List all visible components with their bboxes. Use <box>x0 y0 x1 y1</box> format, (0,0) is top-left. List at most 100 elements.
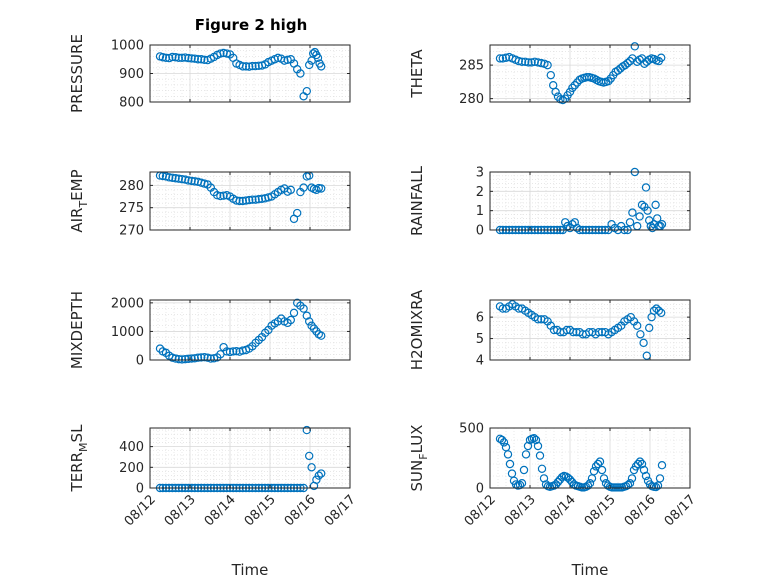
figure-title: Figure 2 high <box>195 16 308 34</box>
data-point <box>171 174 180 183</box>
data-point <box>177 174 187 184</box>
data-point <box>533 315 543 324</box>
data-point <box>317 184 326 193</box>
data-point <box>232 346 241 356</box>
data-point <box>286 315 295 325</box>
subplot-1: 800 900 1000 PRESSURE <box>68 34 351 113</box>
data-point <box>652 304 661 313</box>
axes-box <box>489 171 691 231</box>
data-point <box>193 353 203 362</box>
data-point <box>312 475 321 484</box>
data-point <box>206 354 215 363</box>
data-point <box>603 481 613 490</box>
subplot-5: 0 1000 2000 MIXDEPTH <box>68 291 351 369</box>
data-point <box>317 331 326 340</box>
x-axis-label: Time <box>231 561 269 579</box>
data-series <box>495 42 666 105</box>
data-point <box>222 347 231 356</box>
data-point <box>557 473 567 482</box>
data-point <box>625 479 635 488</box>
y-tick-label: 3 <box>476 166 484 181</box>
data-point <box>651 482 661 492</box>
data-point <box>531 435 541 445</box>
data-point <box>498 54 507 63</box>
data-point <box>177 355 187 364</box>
data-point <box>171 53 180 62</box>
x-tick-label: 08/17 <box>322 492 359 529</box>
data-point <box>651 200 660 210</box>
data-point <box>257 194 267 203</box>
data-point <box>317 469 326 478</box>
y-tick-label: 280 <box>459 92 484 107</box>
data-point <box>184 354 193 364</box>
data-point <box>222 49 231 58</box>
y-axis-label: AIRTEMP <box>68 169 90 232</box>
data-point <box>636 330 645 339</box>
axes-box <box>489 44 691 103</box>
y-tick-label: 800 <box>119 96 144 111</box>
data-point <box>519 465 529 475</box>
data-point <box>155 344 165 353</box>
data-point <box>235 196 244 206</box>
data-point <box>495 54 505 63</box>
subplot-4: 0 1 2 3 RAINFALL <box>408 165 691 239</box>
data-point <box>305 60 314 70</box>
data-point <box>241 62 251 71</box>
data-point <box>654 306 664 315</box>
data-point <box>313 53 323 63</box>
data-point <box>643 206 652 215</box>
x-tick-label: 08/15 <box>582 492 619 529</box>
data-series <box>495 434 667 492</box>
data-point <box>174 53 183 63</box>
data-point <box>244 62 254 71</box>
y-tick-label: 900 <box>119 67 144 82</box>
y-tick-label: 1000 <box>111 325 144 340</box>
data-point <box>196 353 206 362</box>
data-point <box>505 459 515 469</box>
data-point <box>655 474 665 483</box>
data-point <box>597 465 607 475</box>
data-point <box>573 223 582 233</box>
data-point <box>219 191 228 200</box>
data-series <box>155 171 326 224</box>
plot-area <box>490 428 690 488</box>
y-tick-label: 4 <box>476 354 484 369</box>
data-point <box>524 58 533 67</box>
grid-lines <box>149 300 351 361</box>
data-point <box>657 308 666 318</box>
data-point <box>583 481 593 490</box>
y-tick-label: 2000 <box>111 296 144 311</box>
data-point <box>533 58 543 67</box>
data-point <box>497 435 507 445</box>
data-point <box>517 57 527 66</box>
data-point <box>190 354 199 363</box>
data-point <box>593 459 603 469</box>
data-point <box>543 60 552 70</box>
data-point <box>317 62 326 71</box>
data-point <box>637 200 647 210</box>
data-point <box>639 465 649 475</box>
data-point <box>635 457 645 466</box>
data-point <box>184 53 193 63</box>
data-point <box>158 53 167 62</box>
data-point <box>180 53 190 62</box>
data-point <box>209 354 219 363</box>
data-point <box>283 55 292 65</box>
data-point <box>515 480 525 490</box>
data-point <box>635 212 644 221</box>
data-point <box>296 69 305 78</box>
data-point <box>645 323 654 333</box>
subplot-3: 270 275 280 AIRTEMP <box>68 169 351 239</box>
data-point <box>657 461 667 470</box>
data-point <box>244 195 254 205</box>
data-point <box>251 195 260 204</box>
y-tick-label: 6 <box>476 311 484 326</box>
data-point <box>314 471 323 480</box>
y-axis-label: MIXDEPTH <box>68 291 86 369</box>
x-tick-label: 08/15 <box>242 492 279 529</box>
data-point <box>174 174 183 183</box>
data-point <box>238 196 247 206</box>
data-point <box>641 183 651 192</box>
data-point <box>546 70 556 80</box>
